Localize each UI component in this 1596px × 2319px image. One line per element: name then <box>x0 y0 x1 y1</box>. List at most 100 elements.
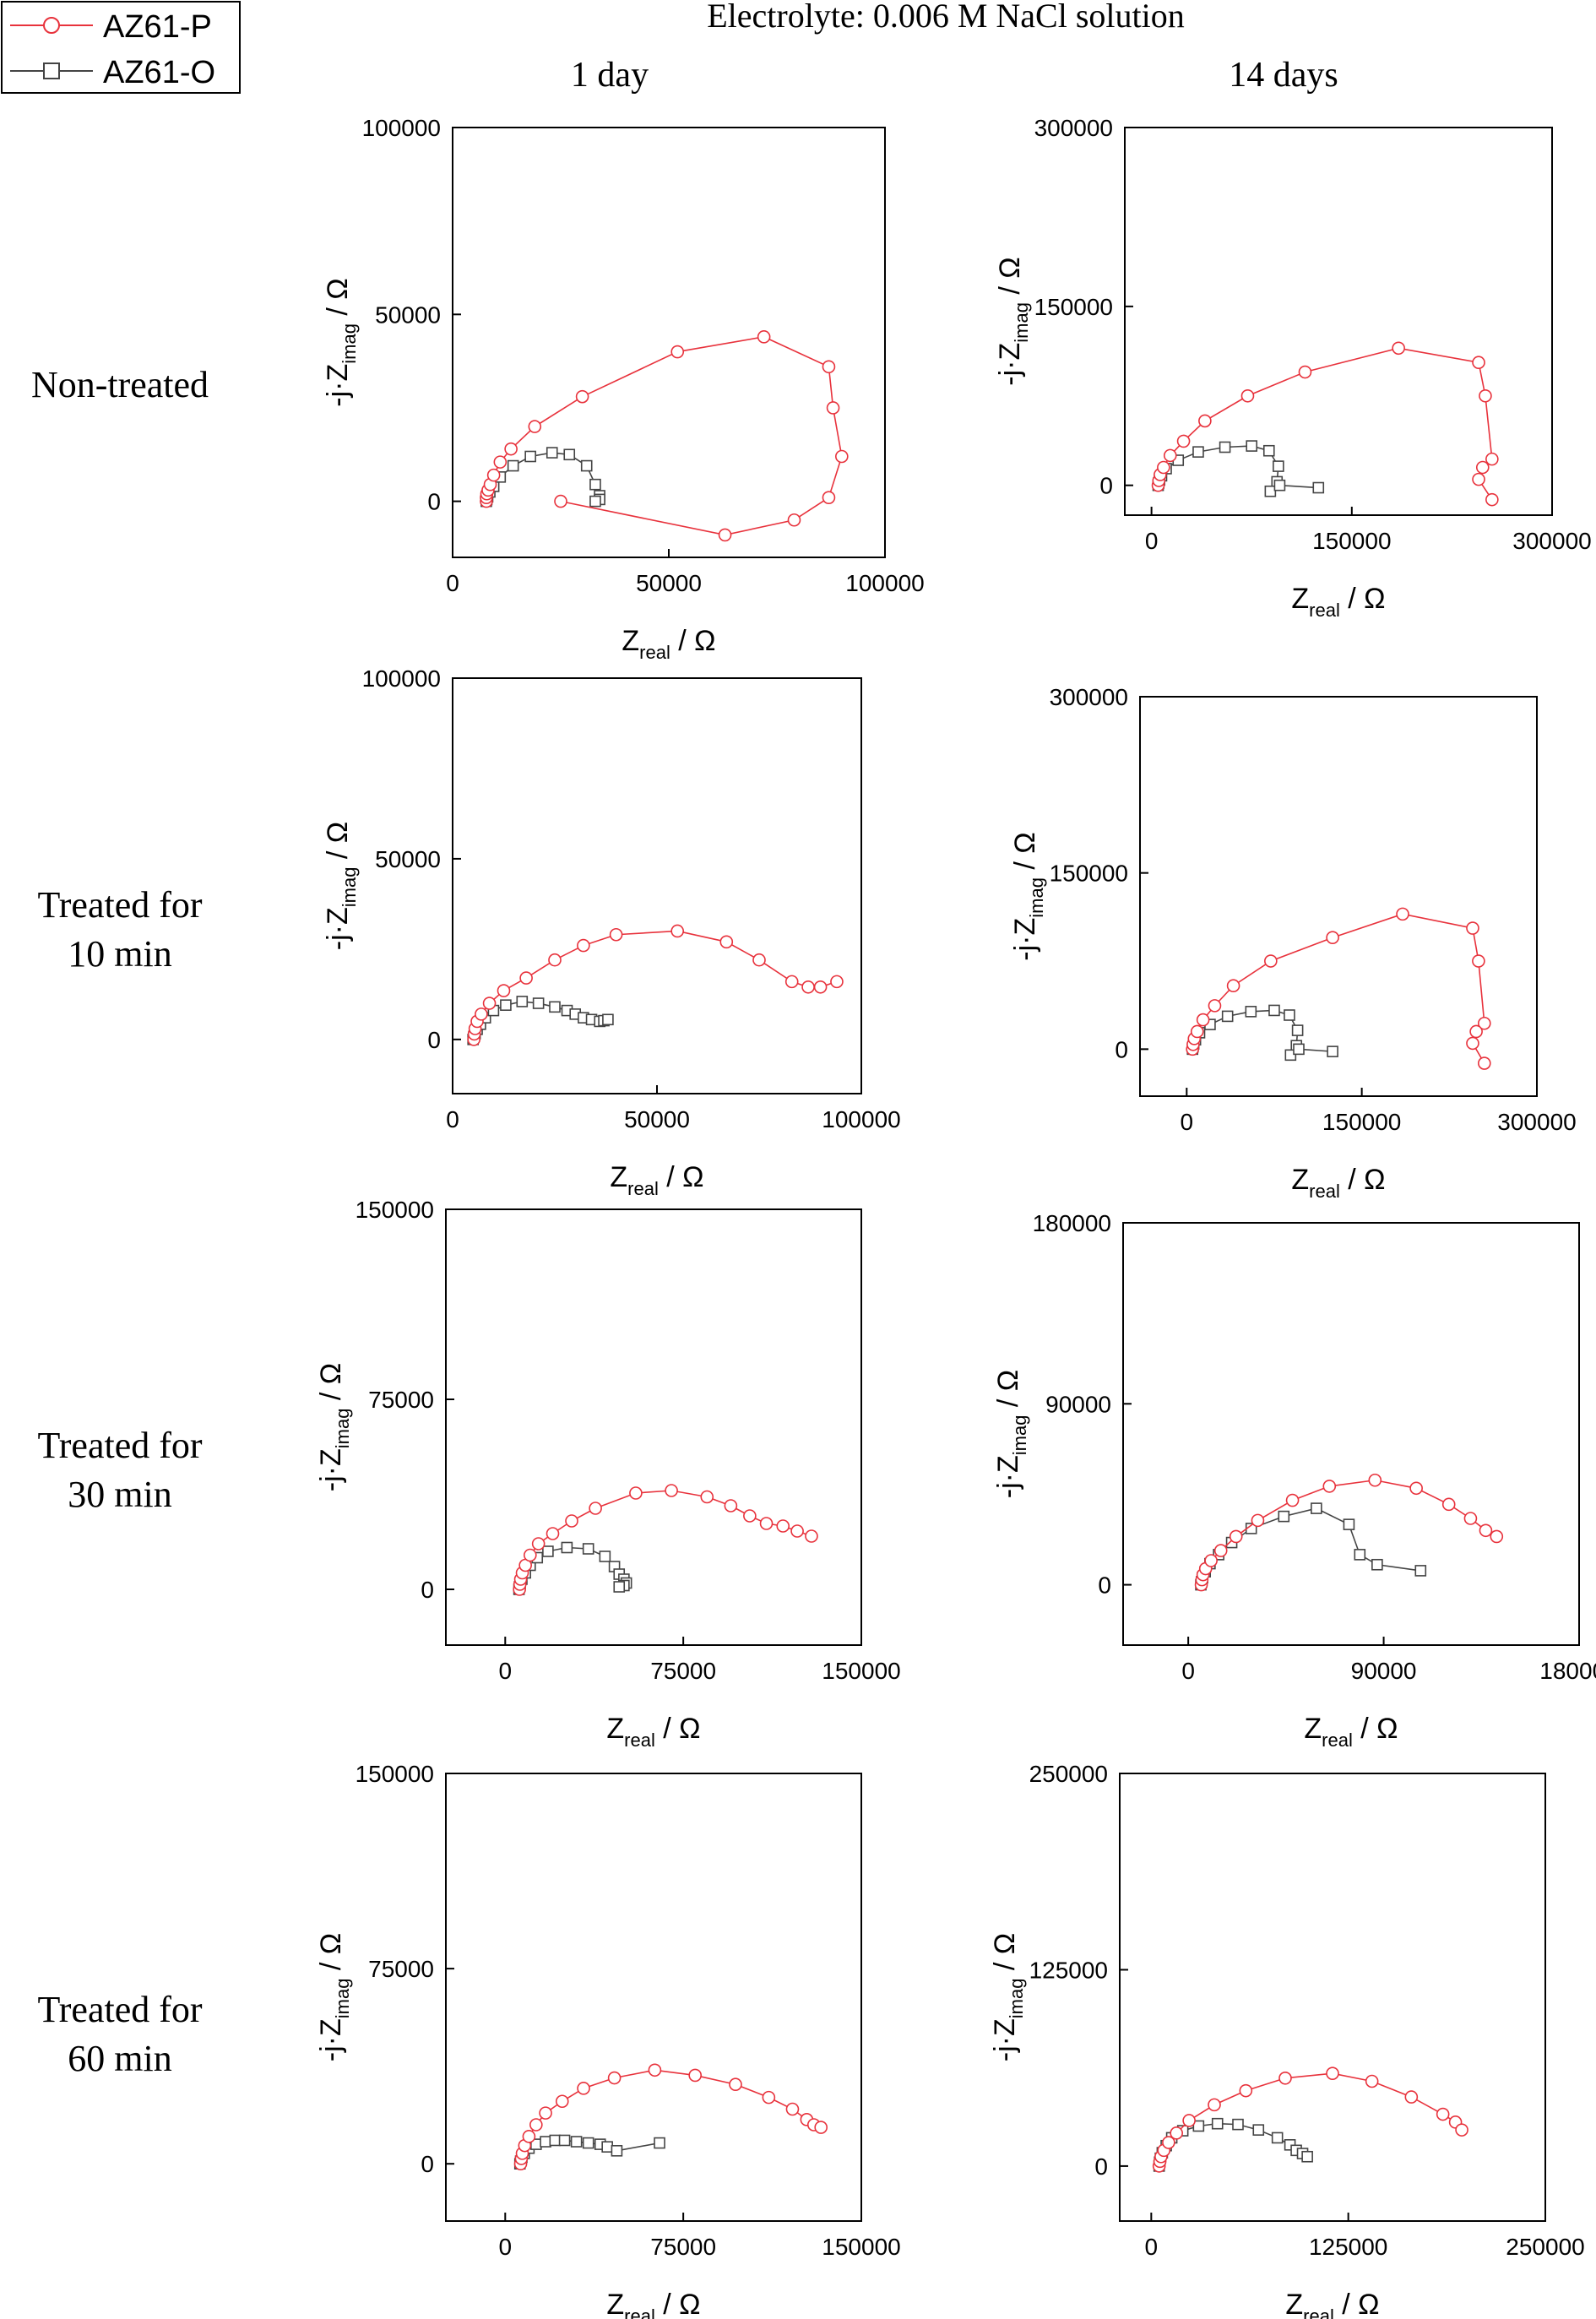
y-axis-title: -j·Zimag / Ω <box>1009 832 1047 960</box>
x-tick-label: 300000 <box>1497 1109 1576 1135</box>
data-point-az61-p <box>1479 388 1492 403</box>
panel-non-treated-1-day: 0 50000 100000 0 50000 100000 Zreal / Ω -j·Zima… <box>322 115 925 663</box>
data-point-az61-o <box>611 2145 623 2157</box>
data-point-az61-p <box>1479 1523 1493 1538</box>
series-line-az61-p <box>519 2069 822 2164</box>
data-point-az61-o <box>1245 1006 1257 1018</box>
panel-treated-for-30-min-14-days: 0 90000 180000 0 90000 180000 Zreal / Ω -j·Zima… <box>992 1210 1596 1751</box>
data-point-az61-p <box>546 1527 560 1540</box>
x-axis-title: Zreal / Ω <box>622 625 715 663</box>
legend-box <box>1 1 241 94</box>
data-point-az61-p <box>1190 1024 1204 1039</box>
data-point-az61-p <box>729 2077 742 2092</box>
data-point-az61-p <box>529 2118 543 2132</box>
x-tick-label: 0 <box>446 1106 459 1132</box>
series-line-az61-p <box>486 336 843 536</box>
data-point-az61-p <box>554 494 567 508</box>
data-point-az61-o <box>580 459 593 472</box>
y-axis-title: -j·Zimag / Ω <box>992 1370 1030 1498</box>
data-point-az61-p <box>1208 2098 1221 2112</box>
panel-non-treated-14-days: 0 150000 300000 0 150000 300000 Zreal / Ω -j·Zi… <box>994 115 1592 621</box>
data-point-az61-p <box>784 975 799 989</box>
data-point-az61-o <box>540 2136 551 2148</box>
x-tick-label: 0 <box>1145 2234 1159 2260</box>
row-label-30min-line1: Treated for <box>37 1425 202 1466</box>
data-point-az61-p <box>577 2082 590 2095</box>
data-point-az61-p <box>718 528 732 542</box>
data-point-az61-p <box>665 1484 678 1497</box>
plot-frame <box>1119 1773 1546 2222</box>
x-tick-label: 0 <box>1181 1658 1195 1684</box>
data-point-az61-o <box>1221 1010 1234 1023</box>
series-az61-p <box>1194 1473 1504 1592</box>
data-point-az61-p <box>826 401 840 415</box>
series-az61-p <box>513 2063 828 2171</box>
data-point-az61-p <box>1392 341 1405 356</box>
x-tick-label: 0 <box>1181 1109 1194 1135</box>
data-point-az61-p <box>801 980 815 994</box>
data-point-az61-p <box>519 971 533 985</box>
column-heading-14days: 14 days <box>1229 56 1338 95</box>
y-tick-label: 0 <box>427 1027 441 1053</box>
data-point-az61-o <box>561 1541 573 1554</box>
data-point-az61-p <box>1490 1529 1504 1544</box>
legend-item-az61-p: AZ61-P <box>10 9 212 45</box>
data-point-az61-o <box>1327 1045 1338 1057</box>
data-point-az61-p <box>1196 1013 1210 1027</box>
data-point-az61-o <box>542 1545 554 1557</box>
panel-treated-for-30-min-1-day: 0 75000 150000 0 75000 150000 Zreal / Ω -j·Zima… <box>315 1197 901 1751</box>
legend: AZ61-P AZ61-O <box>1 1 241 94</box>
data-point-az61-o <box>654 2137 665 2149</box>
data-point-az61-o <box>570 2136 583 2148</box>
data-point-az61-o <box>1354 1549 1366 1561</box>
data-point-az61-o <box>1293 1043 1305 1056</box>
data-point-az61-p <box>670 345 685 359</box>
data-point-az61-p <box>1472 472 1485 486</box>
y-axis-title: -j·Zimag / Ω <box>322 822 360 950</box>
data-point-az61-p <box>1477 1016 1491 1030</box>
data-point-az61-p <box>1198 414 1212 428</box>
data-point-az61-o <box>1192 446 1204 458</box>
x-axis-title: Zreal / Ω <box>606 2289 700 2319</box>
series-line-az61-p <box>473 930 838 1040</box>
figure-title: Electrolyte: 0.006 M NaCl solution <box>707 0 1185 35</box>
x-tick-label: 0 <box>1145 528 1159 554</box>
row-label-30min: Treated for 30 min <box>37 1425 202 1515</box>
data-point-az61-o <box>532 997 545 1009</box>
data-point-az61-p <box>787 513 801 527</box>
series-line-az61-p <box>518 1490 812 1590</box>
y-tick-label: 0 <box>1115 1036 1128 1062</box>
data-point-az61-p <box>528 420 542 433</box>
data-point-az61-p <box>752 953 766 967</box>
x-tick-label: 100000 <box>822 1106 900 1132</box>
data-point-az61-p <box>743 1509 757 1523</box>
data-point-az61-p <box>524 1548 537 1562</box>
data-point-az61-o <box>1268 1004 1280 1017</box>
data-point-az61-p <box>539 2106 552 2120</box>
data-point-az61-o <box>1211 2117 1224 2130</box>
y-tick-label: 150000 <box>1034 294 1113 320</box>
data-point-az61-p <box>762 2090 776 2104</box>
data-point-az61-p <box>497 984 511 997</box>
data-point-az61-p <box>589 1502 602 1515</box>
y-axis-title: -j·Zimag / Ω <box>315 1363 353 1491</box>
x-tick-label: 150000 <box>822 1658 900 1684</box>
panel-treated-for-60-min-14-days: 0 125000 250000 0 125000 250000 Zreal / Ω -j·Zi… <box>989 1761 1585 2319</box>
data-point-az61-o <box>1312 481 1325 494</box>
data-point-az61-p <box>724 1499 738 1513</box>
data-point-az61-p <box>609 927 623 942</box>
data-point-az61-o <box>507 459 519 472</box>
y-tick-label: 100000 <box>362 665 441 692</box>
data-point-az61-o <box>602 1013 614 1026</box>
data-point-az61-o <box>1301 2150 1313 2163</box>
panels: 0 50000 100000 0 50000 100000 Zreal / Ω -j·Zima… <box>315 115 1596 2319</box>
data-point-az61-o <box>582 1543 594 1555</box>
data-point-az61-p <box>1240 388 1255 403</box>
data-point-az61-p <box>1162 2136 1175 2149</box>
data-point-az61-p <box>1469 1024 1483 1039</box>
data-point-az61-o <box>524 450 536 463</box>
data-point-az61-o <box>1246 440 1258 452</box>
data-point-az61-p <box>1251 1513 1265 1528</box>
data-point-az61-p <box>1475 460 1490 475</box>
panel-treated-for-10-min-1-day: 0 50000 100000 0 50000 100000 Zreal / Ω -j·Zima… <box>322 665 901 1199</box>
